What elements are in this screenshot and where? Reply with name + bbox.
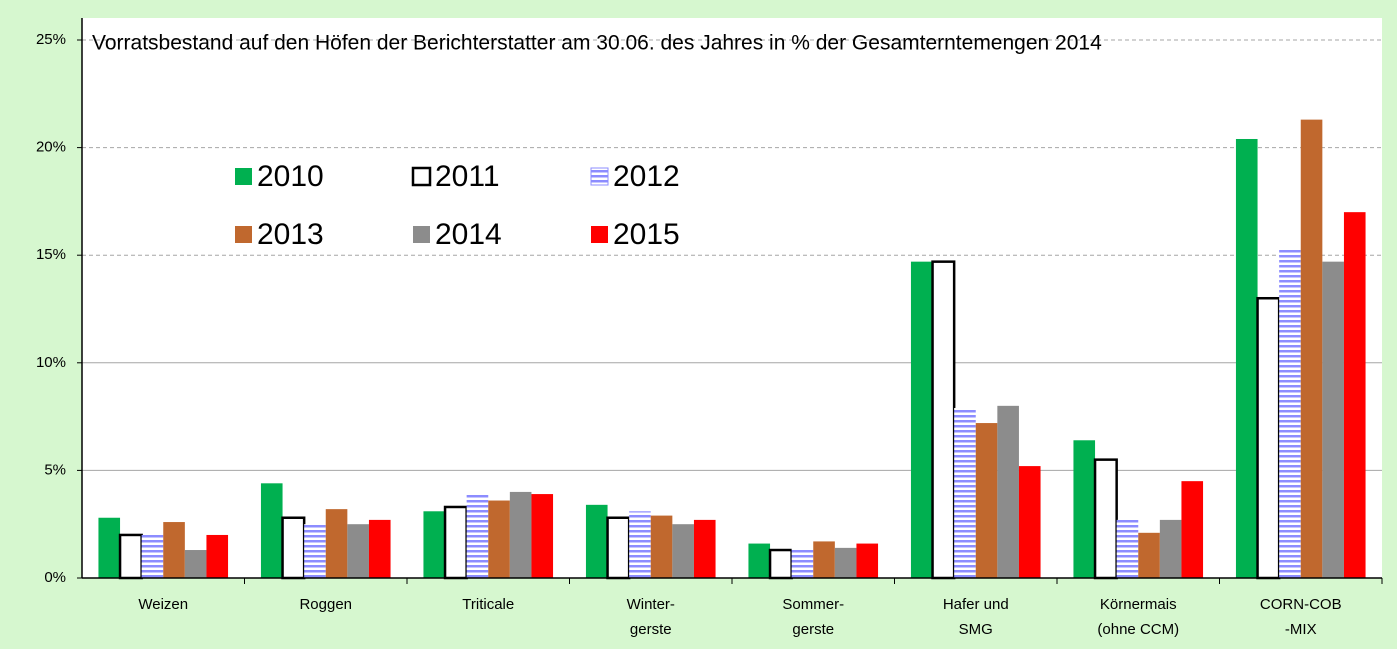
bar	[466, 494, 489, 578]
legend-label: 2012	[613, 160, 680, 193]
bar	[368, 519, 391, 578]
y-tick-label: 15%	[36, 246, 66, 263]
bar	[1138, 532, 1160, 578]
legend-label: 2015	[613, 218, 680, 251]
bar	[1018, 466, 1041, 578]
bar	[650, 515, 673, 578]
x-tick-label: Winter-	[627, 596, 675, 613]
x-tick-label: Körnermais	[1100, 596, 1177, 613]
bar	[931, 260, 956, 580]
plot-area	[82, 18, 1382, 578]
bar	[997, 405, 1019, 578]
bar	[347, 524, 369, 578]
y-tick-label: 0%	[44, 569, 66, 586]
bar	[693, 519, 716, 578]
y-tick-label: 20%	[36, 139, 66, 156]
bar	[606, 516, 631, 580]
bar	[423, 511, 446, 578]
legend-label: 2013	[257, 218, 324, 251]
bar	[1279, 248, 1301, 578]
bar	[813, 541, 835, 578]
bar	[260, 483, 283, 578]
bar	[1181, 481, 1204, 578]
legend-swatch	[590, 167, 609, 186]
bar	[206, 534, 229, 578]
legend-label: 2014	[435, 218, 502, 251]
bar	[1073, 440, 1096, 578]
x-tick-label: gerste	[630, 621, 672, 638]
bar	[1343, 212, 1366, 578]
x-tick-label: Weizen	[138, 596, 188, 613]
x-tick-label: Sommer-	[782, 596, 844, 613]
legend-swatch	[591, 226, 608, 243]
bar	[163, 522, 185, 578]
legend-swatch	[235, 226, 252, 243]
x-tick-label: Roggen	[299, 596, 352, 613]
x-tick-label: gerste	[792, 621, 834, 638]
bar	[585, 504, 608, 578]
bar	[1093, 458, 1118, 580]
bar	[1322, 261, 1344, 578]
bar	[910, 261, 933, 578]
bar	[975, 423, 998, 578]
legend-swatch	[411, 166, 432, 187]
bar	[98, 517, 121, 578]
bar	[325, 509, 348, 578]
bar	[531, 494, 554, 578]
bar	[1300, 119, 1323, 579]
bar	[488, 500, 510, 578]
y-tick-label: 10%	[36, 354, 66, 371]
x-tick-label: Triticale	[462, 596, 514, 613]
bar	[672, 524, 694, 578]
y-tick-label: 5%	[44, 461, 66, 478]
bar	[1116, 519, 1139, 578]
chart-title: Vorratsbestand auf den Höfen der Bericht…	[92, 32, 1102, 55]
bar	[856, 543, 879, 578]
legend-label: 2011	[435, 160, 500, 193]
bar	[954, 407, 976, 578]
x-tick-label: SMG	[959, 621, 993, 638]
bar	[748, 543, 771, 578]
x-tick-label: -MIX	[1285, 621, 1317, 638]
bar	[834, 547, 857, 578]
x-tick-label: CORN-COB	[1260, 596, 1342, 613]
legend-label: 2010	[257, 160, 324, 193]
bar	[281, 516, 306, 580]
bar	[629, 511, 651, 578]
bar	[791, 547, 814, 578]
bar	[141, 534, 164, 578]
bar	[1235, 138, 1258, 578]
bar	[1256, 296, 1281, 580]
bar	[304, 524, 326, 578]
bar	[509, 491, 532, 578]
bar	[768, 548, 793, 580]
x-tick-label: Hafer und	[943, 596, 1009, 613]
x-tick-label: (ohne CCM)	[1097, 621, 1179, 638]
bar	[118, 533, 143, 580]
y-tick-label: 25%	[36, 31, 66, 48]
legend-swatch	[235, 168, 252, 185]
bar	[443, 505, 468, 580]
bar	[1159, 519, 1182, 578]
bar	[184, 550, 207, 578]
legend-swatch	[413, 226, 430, 243]
